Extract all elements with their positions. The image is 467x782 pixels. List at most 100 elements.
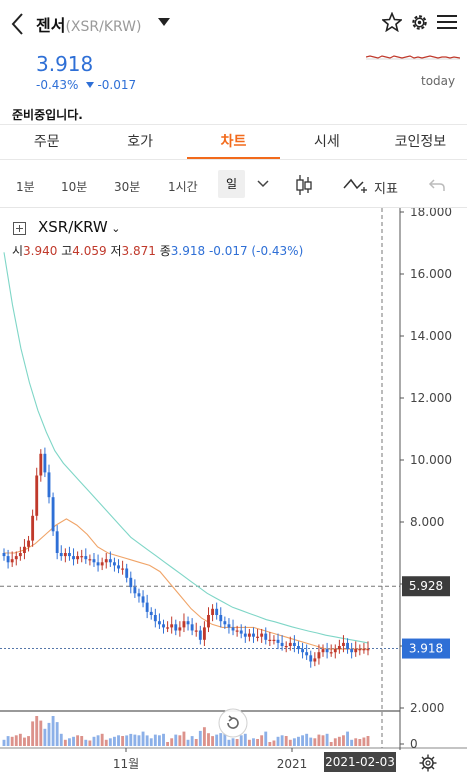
timeframe-1m[interactable]: 1분 — [16, 180, 35, 194]
pair-label: XSR/KRW — [38, 218, 108, 236]
today-label: today — [421, 74, 456, 88]
chart-toolbar: 1분 10분 30분 1시간 일 — [0, 160, 467, 208]
candle-body — [108, 559, 112, 563]
close-value: 3.918 — [170, 244, 206, 258]
tab-chart[interactable]: 차트 — [186, 125, 281, 159]
gear-icon[interactable] — [410, 13, 429, 32]
timeframe-1h[interactable]: 1시간 — [168, 180, 198, 194]
volume-bar — [182, 731, 186, 746]
volume-bar — [346, 731, 349, 746]
volume-bar — [55, 722, 59, 746]
notice-text: 준비중입니다. — [12, 108, 83, 122]
candle-body — [35, 475, 39, 516]
indicator-label[interactable]: 지표 — [374, 182, 398, 197]
pair-selector[interactable]: XSR/KRW ⌄ — [38, 218, 120, 236]
coin-name: 젠서 — [36, 16, 66, 35]
timeframe-30m[interactable]: 30분 — [114, 180, 141, 194]
volume-bar — [92, 736, 96, 746]
reset-zoom-icon[interactable] — [218, 708, 248, 738]
volume-bar — [211, 736, 215, 746]
candle-body — [80, 556, 84, 558]
tab-coin-info[interactable]: 코인정보 — [394, 134, 447, 150]
price-change: -0.43% -0.017 — [36, 78, 136, 92]
candle-body — [182, 621, 186, 628]
volume-bar — [215, 734, 219, 746]
header: 젠서(XSR/KRW) — [0, 0, 467, 48]
volume-bar — [202, 727, 206, 746]
volume-bar — [223, 733, 227, 746]
candle-body — [223, 621, 227, 625]
candle-body — [301, 649, 304, 653]
volume-bar — [231, 738, 235, 746]
sparkline — [366, 55, 460, 60]
volume-bar — [18, 733, 22, 746]
timeframe-1d[interactable]: 일 — [218, 170, 246, 198]
tab-order[interactable]: 주문 — [33, 134, 60, 150]
coin-title[interactable]: 젠서(XSR/KRW) — [36, 12, 141, 36]
back-icon[interactable] — [8, 10, 28, 38]
candle-body — [51, 497, 55, 532]
candle-body — [153, 615, 157, 622]
open-value: 3.940 — [23, 244, 58, 258]
volume-bar — [157, 735, 161, 746]
candle-body — [350, 649, 354, 653]
volume-bar — [27, 736, 30, 746]
dropdown-icon[interactable] — [158, 18, 170, 26]
candle-body — [256, 636, 260, 638]
max-price-tag — [402, 576, 450, 597]
volume-bar — [72, 736, 75, 746]
menu-icon[interactable] — [437, 14, 457, 30]
candle-body — [260, 633, 264, 637]
volume-bar — [23, 737, 26, 746]
timeframe-10m[interactable]: 10분 — [61, 180, 88, 194]
volume-bar — [149, 738, 153, 746]
volume-bar — [198, 730, 202, 746]
chevron-down-icon[interactable] — [257, 180, 269, 188]
add-indicator-icon[interactable] — [13, 222, 26, 235]
candle-body — [280, 642, 284, 646]
time-tick-label: 2021 — [277, 757, 308, 771]
price-tick-label: 18.000 — [410, 208, 452, 219]
tab-bar: 주문 호가 차트 시세 코인정보 — [0, 124, 467, 160]
current-price: 3.918 — [36, 52, 94, 76]
volume-bar — [178, 735, 182, 746]
crosshair-date-tag: 2021-02-03 — [324, 752, 396, 772]
volume-bar — [276, 736, 280, 746]
tab-orderbook[interactable]: 호가 — [127, 134, 153, 150]
volume-bar — [39, 720, 43, 746]
candle-body — [129, 577, 133, 588]
volume-bar — [256, 739, 260, 746]
candlestick-icon[interactable] — [294, 173, 314, 197]
undo-icon[interactable] — [428, 178, 446, 192]
candle-body — [288, 642, 292, 646]
candle-body — [297, 646, 300, 650]
candle-body — [149, 611, 153, 615]
indicator-icon[interactable] — [342, 176, 370, 194]
price-chart[interactable]: 18.00016.00014.00012.00010.0008.0006.000… — [0, 208, 467, 782]
volume-bar — [305, 733, 309, 746]
volume-bar — [288, 739, 292, 746]
close-label: 종 — [159, 244, 171, 258]
candle-body — [76, 556, 80, 560]
candle-body — [88, 559, 92, 561]
candle-body — [333, 649, 337, 653]
volume-bar — [313, 738, 317, 746]
candle-body — [284, 646, 288, 648]
down-arrow-icon — [86, 82, 95, 88]
volume-bar — [10, 736, 14, 746]
volume-bar — [329, 742, 333, 746]
candle-body — [63, 553, 67, 557]
candle-body — [346, 642, 349, 650]
volume-bar — [14, 735, 18, 746]
chart-settings-icon[interactable] — [419, 754, 437, 772]
volume-bar — [59, 733, 63, 746]
volume-bar — [6, 736, 10, 746]
tab-market[interactable]: 시세 — [314, 134, 340, 150]
candle-body — [31, 515, 35, 541]
star-icon[interactable] — [382, 12, 402, 32]
volume-bar — [194, 739, 198, 746]
volume-bar — [43, 728, 47, 746]
volume-bar — [227, 739, 231, 746]
price-tick-label: 2.000 — [410, 701, 444, 715]
volume-bar — [117, 735, 120, 746]
